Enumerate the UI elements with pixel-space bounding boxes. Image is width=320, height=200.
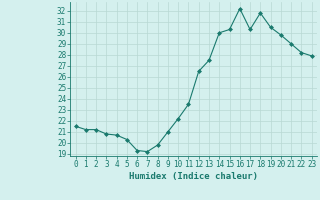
X-axis label: Humidex (Indice chaleur): Humidex (Indice chaleur)	[129, 172, 258, 181]
